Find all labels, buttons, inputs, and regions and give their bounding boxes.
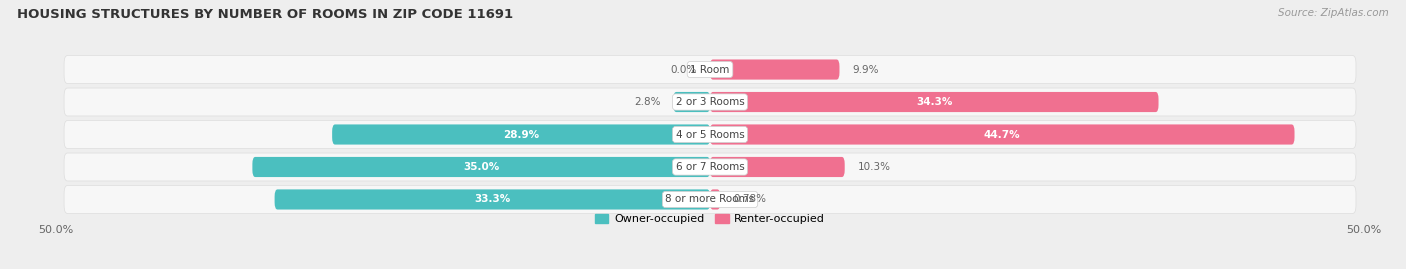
Text: HOUSING STRUCTURES BY NUMBER OF ROOMS IN ZIP CODE 11691: HOUSING STRUCTURES BY NUMBER OF ROOMS IN… xyxy=(17,8,513,21)
FancyBboxPatch shape xyxy=(65,56,1355,83)
Text: 1 Room: 1 Room xyxy=(690,65,730,75)
FancyBboxPatch shape xyxy=(65,186,1355,213)
FancyBboxPatch shape xyxy=(65,88,1355,116)
FancyBboxPatch shape xyxy=(274,189,710,210)
FancyBboxPatch shape xyxy=(710,189,720,210)
FancyBboxPatch shape xyxy=(673,92,710,112)
FancyBboxPatch shape xyxy=(710,92,1159,112)
Text: Source: ZipAtlas.com: Source: ZipAtlas.com xyxy=(1278,8,1389,18)
FancyBboxPatch shape xyxy=(332,125,710,144)
FancyBboxPatch shape xyxy=(65,121,1355,148)
Text: 34.3%: 34.3% xyxy=(917,97,952,107)
FancyBboxPatch shape xyxy=(710,125,1295,144)
FancyBboxPatch shape xyxy=(65,153,1355,181)
Text: 28.9%: 28.9% xyxy=(503,129,538,140)
Text: 33.3%: 33.3% xyxy=(474,194,510,204)
Text: 4 or 5 Rooms: 4 or 5 Rooms xyxy=(676,129,744,140)
Text: 2 or 3 Rooms: 2 or 3 Rooms xyxy=(676,97,744,107)
Text: 9.9%: 9.9% xyxy=(852,65,879,75)
Text: 0.78%: 0.78% xyxy=(734,194,766,204)
Text: 10.3%: 10.3% xyxy=(858,162,891,172)
FancyBboxPatch shape xyxy=(710,59,839,80)
Text: 8 or more Rooms: 8 or more Rooms xyxy=(665,194,755,204)
Legend: Owner-occupied, Renter-occupied: Owner-occupied, Renter-occupied xyxy=(591,210,830,229)
FancyBboxPatch shape xyxy=(710,157,845,177)
Text: 6 or 7 Rooms: 6 or 7 Rooms xyxy=(676,162,744,172)
FancyBboxPatch shape xyxy=(253,157,710,177)
Text: 35.0%: 35.0% xyxy=(463,162,499,172)
Text: 0.0%: 0.0% xyxy=(671,65,697,75)
Text: 44.7%: 44.7% xyxy=(984,129,1021,140)
Text: 2.8%: 2.8% xyxy=(634,97,661,107)
